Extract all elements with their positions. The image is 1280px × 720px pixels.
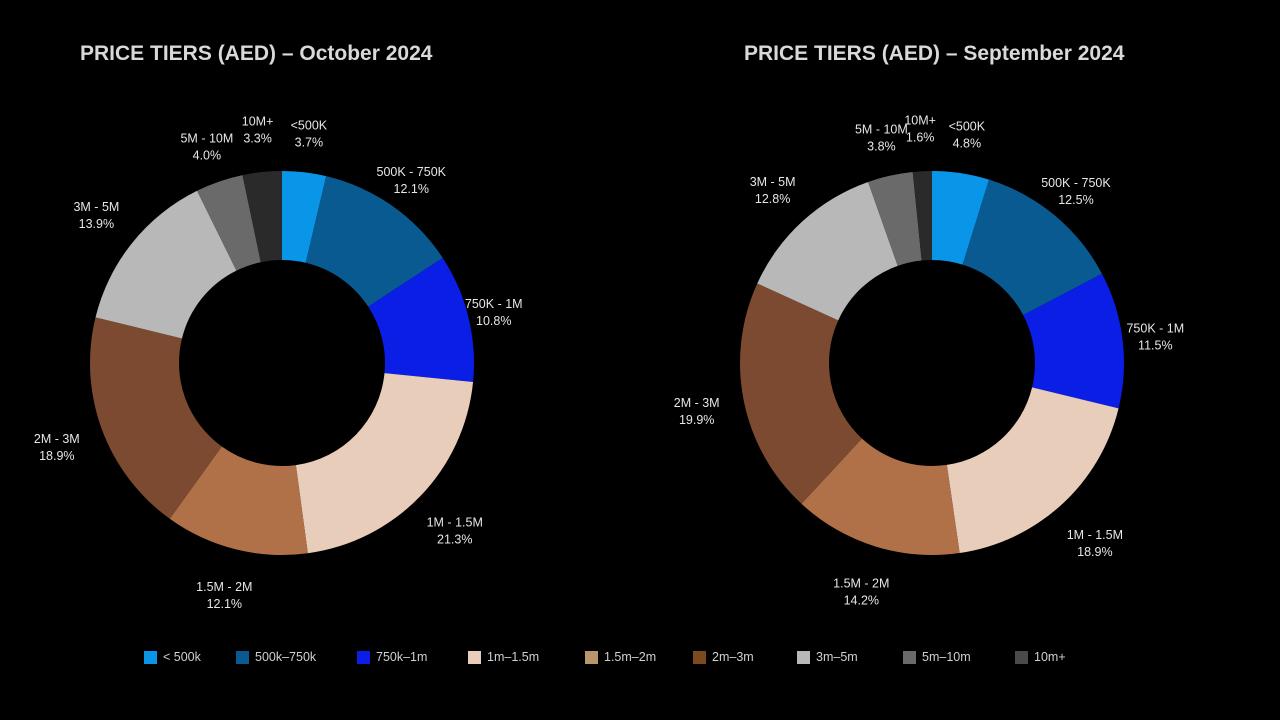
donut-slice bbox=[946, 387, 1119, 553]
slice-value-label: 13.9% bbox=[79, 217, 114, 231]
slice-value-label: 12.5% bbox=[1058, 193, 1093, 207]
legend-label: 750k–1m bbox=[376, 650, 428, 664]
slice-value-label: 12.1% bbox=[207, 597, 242, 611]
donut-slice bbox=[95, 190, 237, 339]
chart-title-september: PRICE TIERS (AED) – September 2024 bbox=[744, 42, 1125, 65]
slice-category-label: 1.5M - 2M bbox=[196, 580, 252, 594]
slice-value-label: 12.1% bbox=[394, 182, 429, 196]
legend-label: 1m–1.5m bbox=[487, 650, 540, 664]
slice-category-label: 1.5M - 2M bbox=[833, 576, 889, 590]
donut-slice bbox=[242, 171, 282, 263]
legend-label: 5m–10m bbox=[922, 650, 971, 664]
legend-item: 750k–1m bbox=[357, 650, 468, 664]
legend-label: 1.5m–2m bbox=[604, 650, 657, 664]
donut-slice bbox=[757, 181, 898, 321]
donut-slice bbox=[740, 283, 862, 504]
donut-slice bbox=[305, 176, 443, 307]
slice-value-label: 1.6% bbox=[906, 130, 935, 144]
slice-category-label: 750K - 1M bbox=[1126, 322, 1184, 336]
slice-category-label: 10M+ bbox=[242, 114, 274, 128]
legend-swatch bbox=[1015, 650, 1028, 664]
donut-slice bbox=[1023, 273, 1124, 409]
legend-swatch bbox=[693, 650, 706, 664]
slice-value-label: 4.0% bbox=[193, 149, 222, 163]
slice-value-label: 10.8% bbox=[476, 314, 511, 328]
legend-label: 500k–750k bbox=[255, 650, 317, 664]
slice-category-label: <500K bbox=[949, 120, 986, 134]
donut-slice bbox=[932, 171, 990, 265]
slice-value-label: 18.9% bbox=[1077, 545, 1112, 559]
legend-swatch bbox=[236, 650, 249, 664]
donut-slice bbox=[197, 175, 261, 271]
legend-swatch bbox=[357, 650, 370, 664]
slice-category-label: 5M - 10M bbox=[180, 132, 233, 146]
slice-value-label: 3.7% bbox=[295, 136, 324, 150]
legend-item: 500k–750k bbox=[236, 650, 357, 664]
legend-item: 3m–5m bbox=[797, 650, 903, 664]
donut-slice bbox=[868, 171, 922, 266]
legend-item: < 500k bbox=[144, 650, 236, 664]
legend-item: 1.5m–2m bbox=[585, 650, 693, 664]
slice-value-label: 4.8% bbox=[953, 137, 982, 151]
legend-label: 2m–3m bbox=[712, 650, 754, 664]
slice-value-label: 3.3% bbox=[243, 131, 272, 145]
slice-value-label: 3.8% bbox=[867, 140, 896, 154]
donut-slice bbox=[295, 373, 474, 554]
slice-value-label: 21.3% bbox=[437, 533, 472, 547]
legend-item: 10m+ bbox=[1015, 650, 1085, 664]
slice-value-label: 14.2% bbox=[844, 593, 879, 607]
chart-title-october: PRICE TIERS (AED) – October 2024 bbox=[80, 42, 433, 65]
legend-swatch bbox=[797, 650, 810, 664]
slice-category-label: 3M - 5M bbox=[73, 200, 119, 214]
slice-category-label: 500K - 750K bbox=[1041, 176, 1111, 190]
legend-item: 5m–10m bbox=[903, 650, 1015, 664]
legend-item: 2m–3m bbox=[693, 650, 797, 664]
donut-slice bbox=[962, 179, 1102, 316]
legend-label: < 500k bbox=[163, 650, 201, 664]
donut-slice bbox=[282, 171, 327, 263]
legend-swatch bbox=[903, 650, 916, 664]
slice-category-label: 2M - 3M bbox=[674, 396, 720, 410]
slice-value-label: 11.5% bbox=[1138, 339, 1173, 353]
slice-category-label: 5M - 10M bbox=[855, 123, 908, 137]
slice-category-label: 10M+ bbox=[904, 113, 936, 127]
slice-category-label: 500K - 750K bbox=[377, 165, 447, 179]
legend-swatch bbox=[144, 650, 157, 664]
slice-category-label: 2M - 3M bbox=[34, 432, 80, 446]
donut-slice bbox=[89, 317, 222, 519]
donut-slice bbox=[801, 438, 960, 555]
donut-slice bbox=[912, 171, 932, 261]
donut-slice bbox=[368, 257, 474, 382]
slice-value-label: 19.9% bbox=[679, 413, 714, 427]
legend-swatch bbox=[468, 650, 481, 664]
slice-category-label: 1M - 1.5M bbox=[1067, 528, 1123, 542]
legend-label: 3m–5m bbox=[816, 650, 858, 664]
legend-item: 1m–1.5m bbox=[468, 650, 585, 664]
donut-slice bbox=[169, 446, 308, 555]
slice-category-label: 1M - 1.5M bbox=[427, 516, 483, 530]
legend: < 500k 500k–750k 750k–1m 1m–1.5m 1.5m–2m… bbox=[144, 650, 1085, 664]
slice-value-label: 18.9% bbox=[39, 449, 74, 463]
slice-category-label: 750K - 1M bbox=[465, 297, 523, 311]
legend-label: 10m+ bbox=[1034, 650, 1066, 664]
legend-swatch bbox=[585, 650, 598, 664]
slice-category-label: <500K bbox=[291, 119, 328, 133]
slice-value-label: 12.8% bbox=[755, 192, 790, 206]
slice-category-label: 3M - 5M bbox=[750, 175, 796, 189]
